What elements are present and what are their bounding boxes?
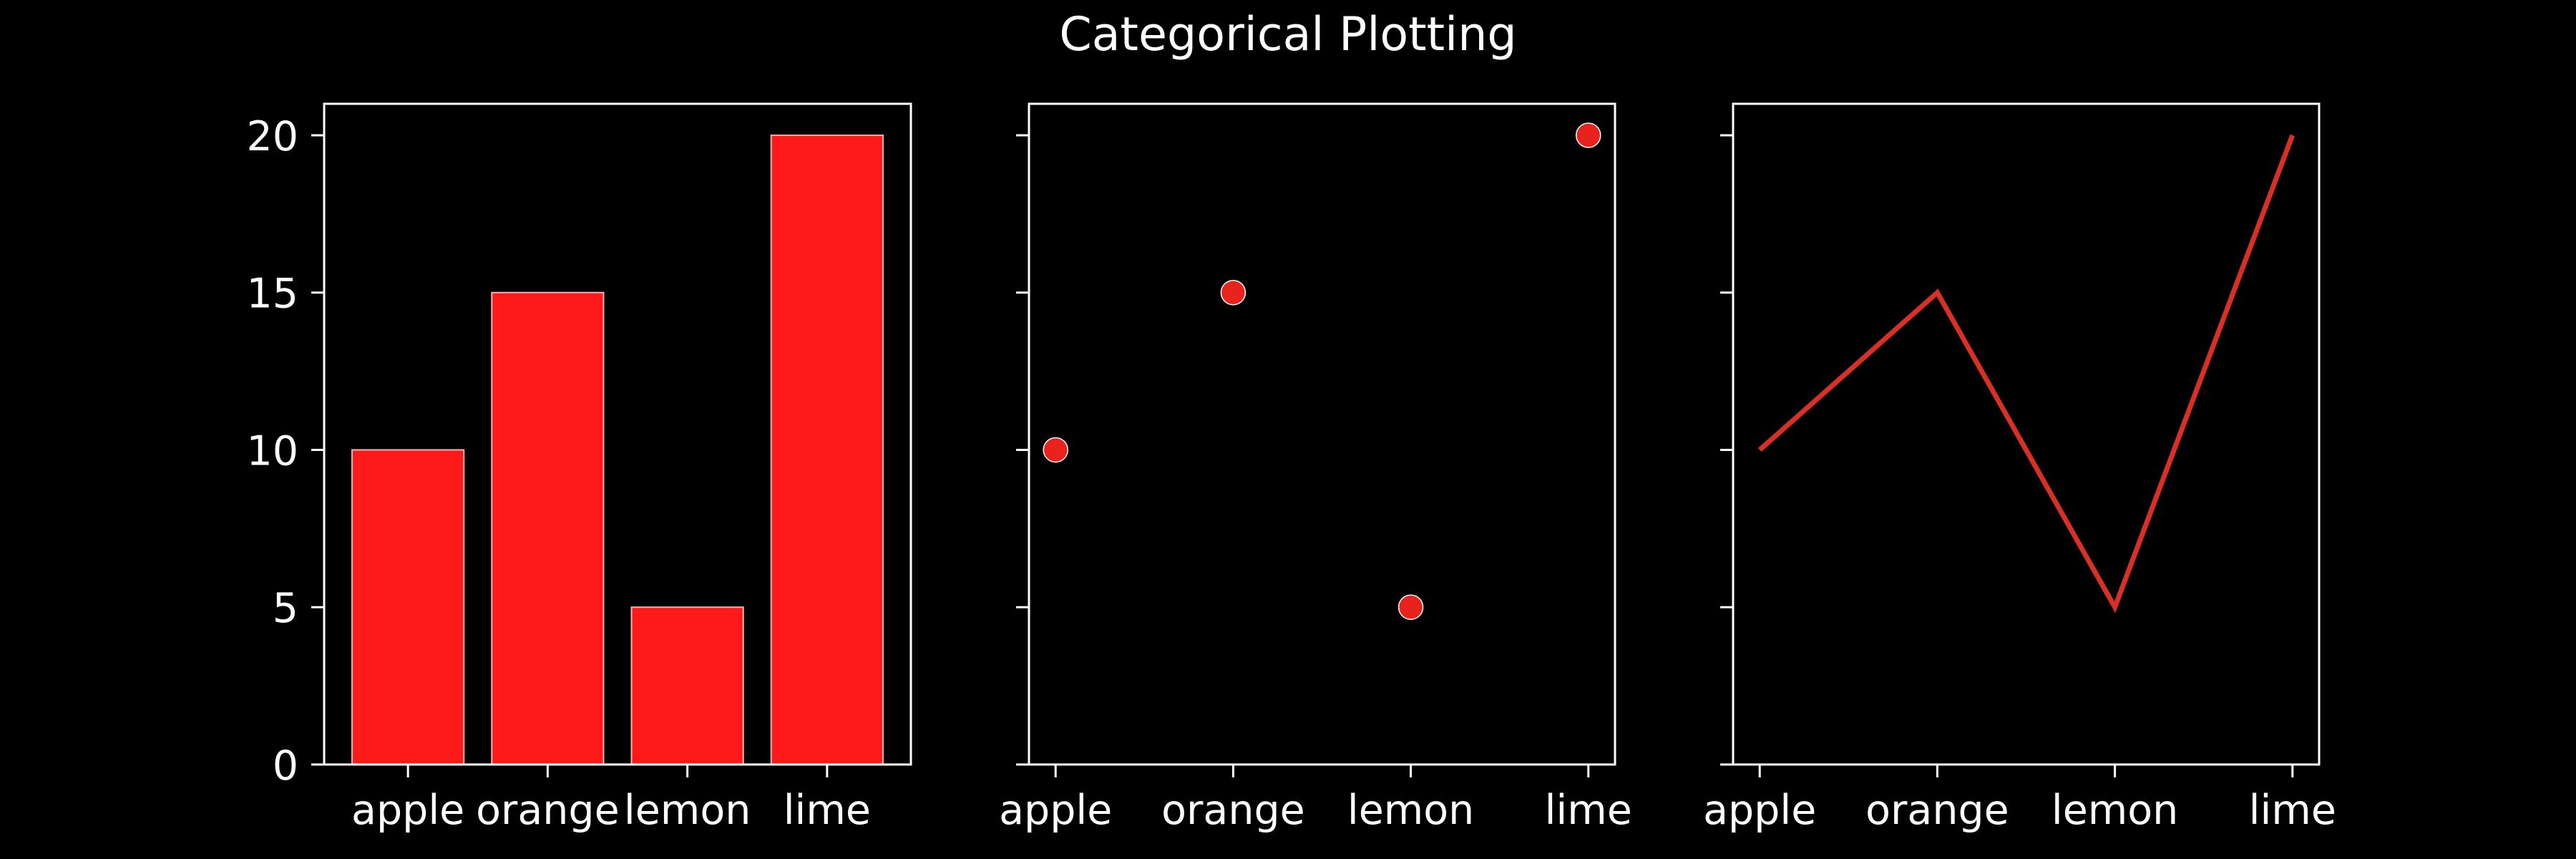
y-tick-label: 0 xyxy=(273,742,298,790)
x-tick-label-apple: apple xyxy=(351,787,464,834)
x-tick-label-orange: orange xyxy=(476,787,620,834)
figure-title: Categorical Plotting xyxy=(1059,8,1516,62)
axes-frame xyxy=(1732,102,2321,766)
x-tick-label-orange: orange xyxy=(1161,787,1305,834)
y-tick-label: 20 xyxy=(246,113,298,160)
bar-lime xyxy=(770,134,884,765)
x-tick-label-lemon: lemon xyxy=(624,787,751,834)
y-tick-label: 15 xyxy=(246,271,298,318)
x-tick-label-lime: lime xyxy=(2249,787,2336,834)
bar-apple xyxy=(351,449,465,765)
axes-frame xyxy=(323,102,912,766)
bar-chart-panel: 0 5 10 15 20 apple orange lemon lime xyxy=(246,102,912,834)
series-line xyxy=(1757,134,2296,613)
axes-frame xyxy=(1028,102,1616,766)
bar-orange xyxy=(491,291,605,765)
scatter-point-lime xyxy=(1576,122,1601,148)
scatter-point-lemon xyxy=(1397,594,1424,620)
x-tick-label-lime: lime xyxy=(1545,787,1632,834)
scatter-point-apple xyxy=(1043,437,1068,463)
line-chart-panel: apple orange lemon lime xyxy=(1703,102,2336,834)
x-tick-label-orange: orange xyxy=(1865,787,2009,834)
scatter-chart-panel: apple orange lemon lime xyxy=(999,102,1632,834)
y-tick-label: 5 xyxy=(273,585,298,632)
x-tick-label-lemon: lemon xyxy=(1347,787,1474,834)
x-tick-label-apple: apple xyxy=(1703,787,1816,834)
x-tick-label-lemon: lemon xyxy=(2051,787,2178,834)
bar-lemon xyxy=(630,606,744,765)
y-tick-label: 10 xyxy=(246,427,298,475)
x-tick-label-lime: lime xyxy=(784,787,871,834)
x-tick-label-apple: apple xyxy=(999,787,1112,834)
scatter-point-orange xyxy=(1220,279,1246,306)
